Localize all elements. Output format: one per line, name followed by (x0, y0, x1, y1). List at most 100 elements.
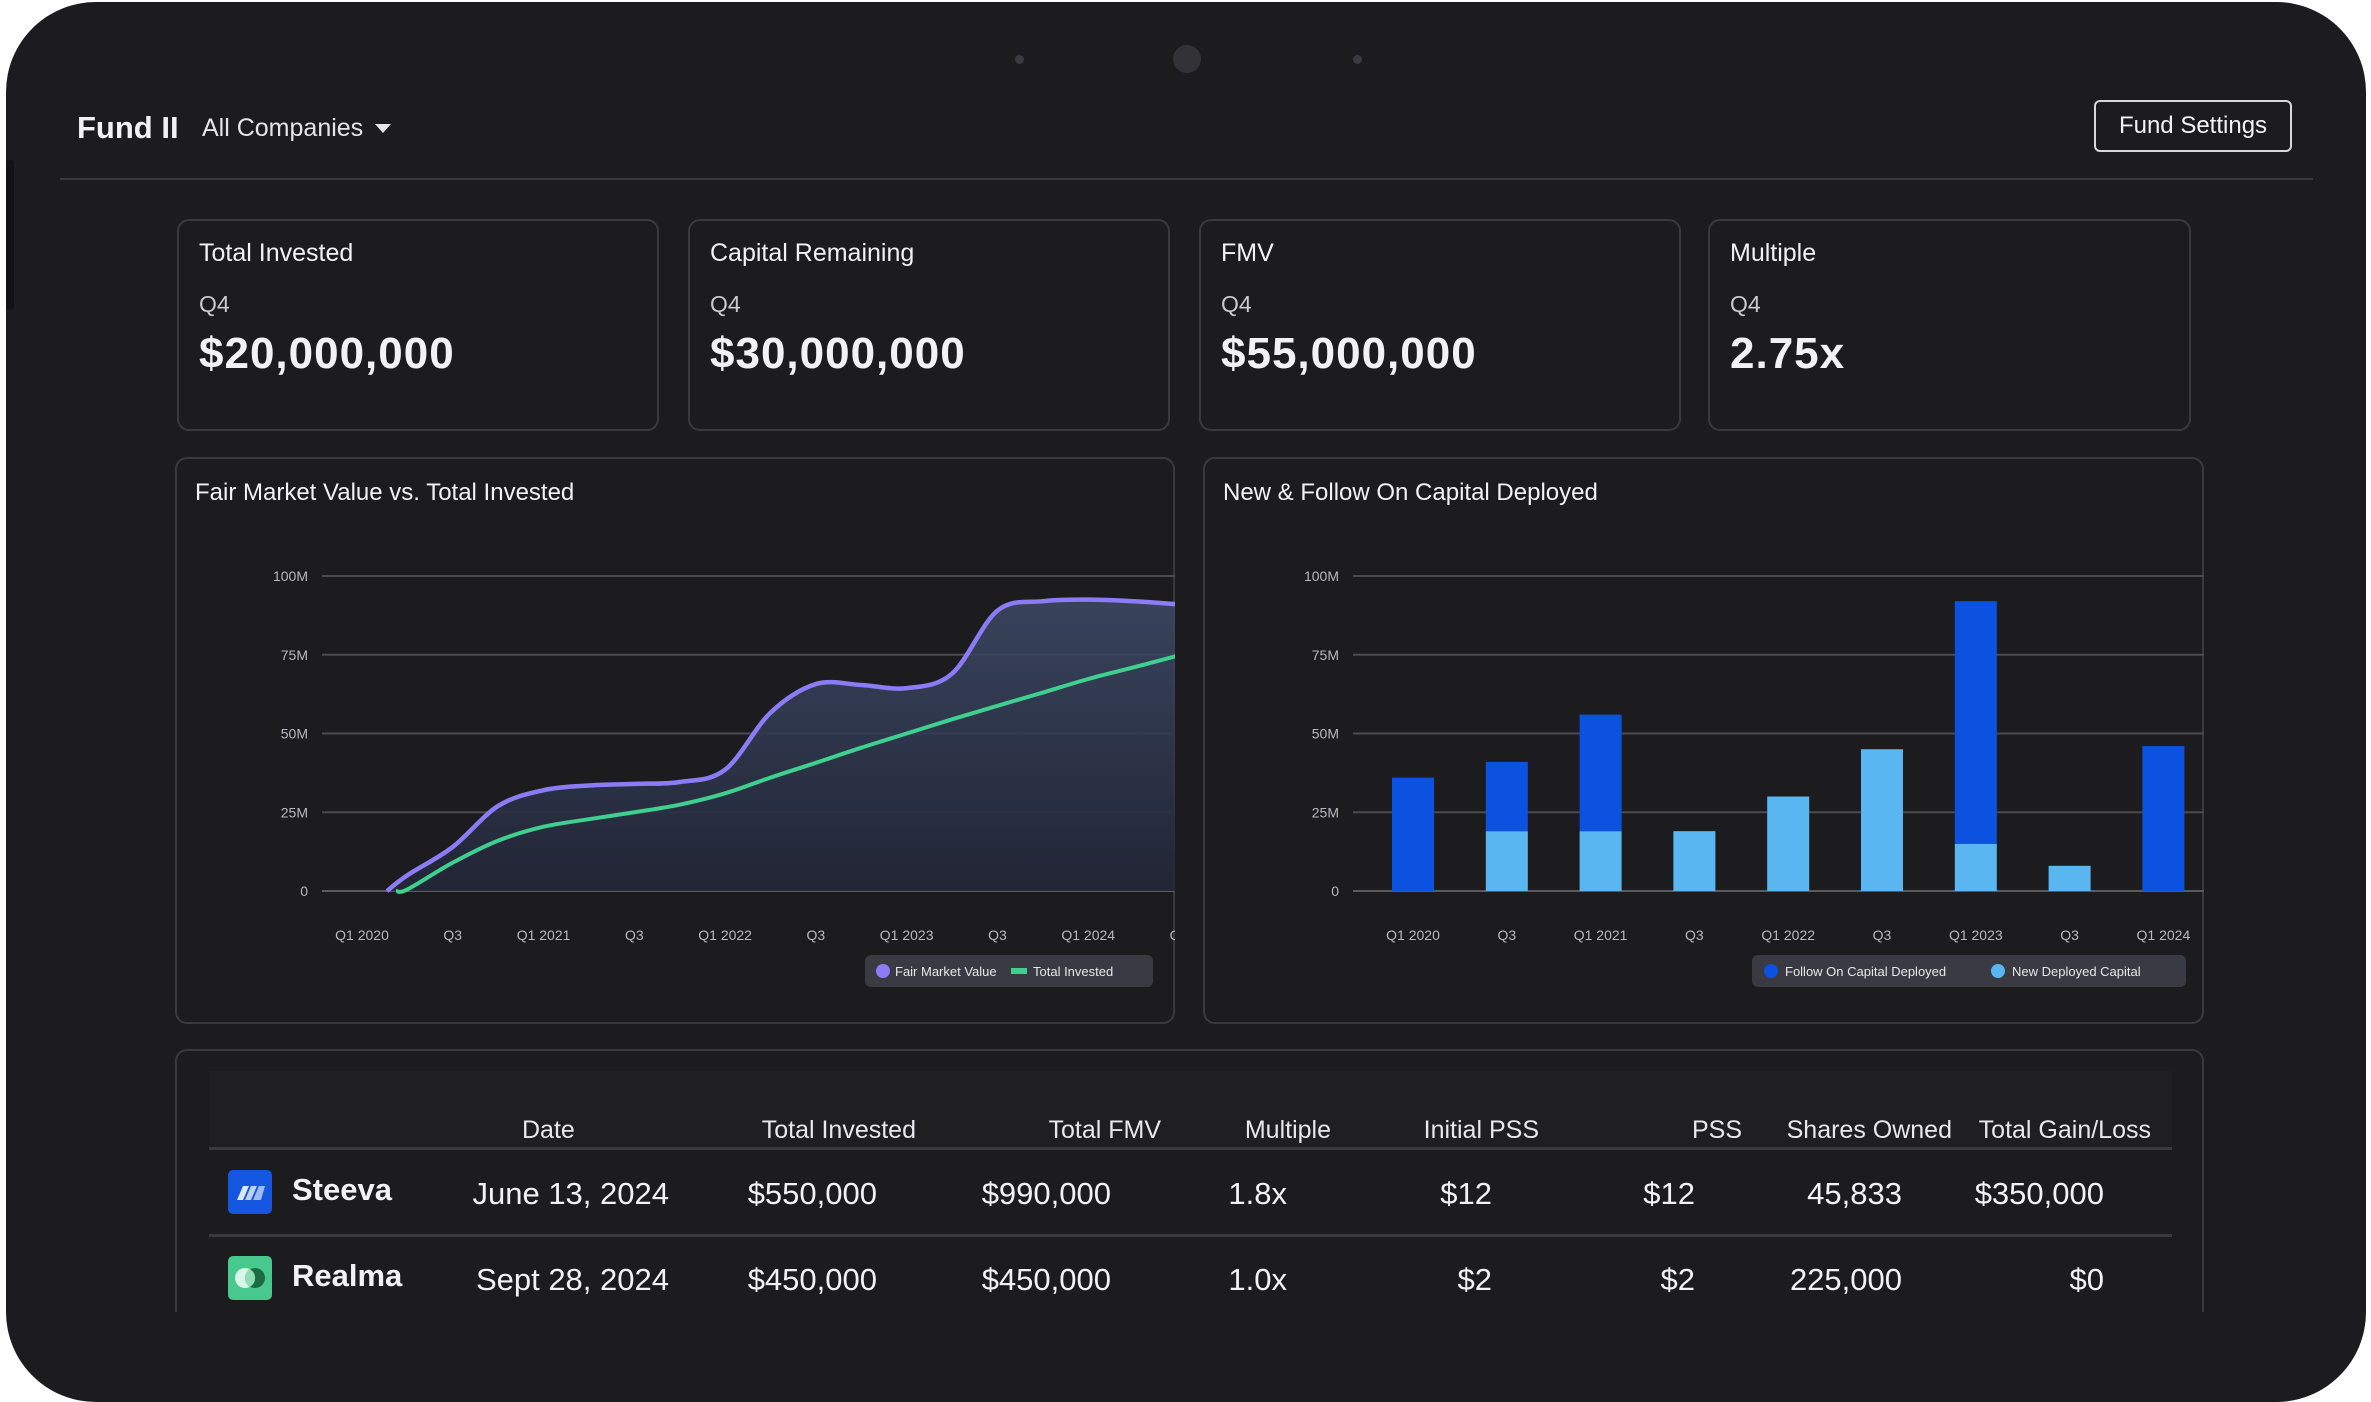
kpi-fmv: FMV Q4 $55,000,000 (1199, 219, 1681, 431)
column-header-total-fmv[interactable]: Total FMV (1048, 1116, 1161, 1144)
kpi-label: FMV (1221, 239, 1274, 267)
kpi-period: Q4 (1730, 291, 1761, 317)
bar-new-deployed-capital (1767, 796, 1810, 891)
x-tick-label: Q1 2020 (1386, 927, 1440, 943)
x-tick-label: Q3 (2060, 927, 2079, 943)
total-invested-line (395, 654, 1175, 894)
y-tick-label: 25M (281, 804, 308, 820)
kpi-label: Multiple (1730, 239, 1817, 267)
x-tick-label: Q1 2024 (1061, 927, 1115, 943)
x-tick-label: Q3 (443, 927, 462, 943)
column-header-shares-owned[interactable]: Shares Owned (1786, 1116, 1952, 1144)
x-tick-label: Q3 (1497, 927, 1516, 943)
y-tick-label: 0 (1331, 883, 1339, 899)
y-tick-label: 100M (1304, 568, 1339, 584)
legend (1752, 955, 2186, 987)
sensor-dot (1015, 55, 1024, 64)
x-tick-label: Q3 (807, 927, 826, 943)
legend-total-invested-swatch (1011, 968, 1027, 974)
legend-label: Follow On Capital Deployed (1785, 964, 1946, 979)
bar-follow-on-capital (1392, 777, 1434, 891)
column-header-initial-pss[interactable]: Initial PSS (1423, 1116, 1539, 1144)
kpi-label: Capital Remaining (710, 239, 915, 267)
bar-follow-on-capital (1954, 601, 1997, 844)
company-filter-dropdown[interactable]: All Companies (202, 114, 392, 143)
table-cell-pss: $2 (1660, 1262, 1695, 1297)
steeva-logo (228, 1170, 272, 1214)
bar-new-deployed-capital (2048, 865, 2091, 891)
sensor-dot (1353, 55, 1362, 64)
x-tick-label: Q3 (988, 927, 1007, 943)
dashboard-screen: Fund II All Companies Fund Settings Tota… (60, 88, 2313, 1312)
x-tick-label: Q3 (1685, 927, 1704, 943)
camera-icon (1173, 45, 1201, 73)
fmv-line-chart: 0 25M 50M 75M 100M Q1 2020 Q3 Q1 2021 Q3 Q1 2022 Q… (273, 568, 1175, 987)
kpi-period: Q4 (1221, 291, 1252, 317)
bar-follow-on-capital (1579, 714, 1622, 832)
column-header-multiple[interactable]: Multiple (1244, 1116, 1331, 1144)
table-row[interactable]: Realma Sept 28, 2024 $450,000 $450,000 1.0x $… (209, 1236, 2172, 1312)
chart-title: New & Follow On Capital Deployed (1223, 479, 1598, 506)
kpi-period: Q4 (199, 291, 230, 317)
bar-new-deployed-capital (1579, 831, 1622, 891)
table-cell-date: Sept 28, 2024 (475, 1262, 669, 1297)
table-cell-total-gain-loss: $0 (2069, 1262, 2104, 1297)
y-tick-label: 50M (281, 726, 308, 742)
x-tick-label: Q1 2024 (2137, 927, 2191, 943)
fmv-chart-card: Fair Market Value vs. Total Invested 0 25… (175, 457, 1175, 1024)
x-tick-label: Q1 2022 (1761, 927, 1815, 943)
x-tick-label: Q1 2022 (698, 927, 752, 943)
table-cell-shares-owned: 225,000 (1789, 1262, 1902, 1297)
x-tick-label: Q1 2021 (517, 927, 571, 943)
bar-follow-on-capital (2142, 746, 2185, 891)
table-header-row: Date Total Invested Total FMV Multiple I… (209, 1071, 2172, 1150)
kpi-multiple: Multiple Q4 2.75x (1708, 219, 2191, 431)
x-tick-label: Q3 (1873, 927, 1892, 943)
portfolio-table-card: Date Total Invested Total FMV Multiple I… (175, 1049, 2204, 1312)
y-tick-label: 100M (273, 568, 308, 584)
column-header-date[interactable]: Date (522, 1116, 575, 1144)
x-tick-label: Q1 2023 (880, 927, 934, 943)
column-header-pss[interactable]: PSS (1691, 1116, 1742, 1144)
legend-fmv-swatch (876, 964, 890, 978)
y-tick-label: 75M (281, 647, 308, 663)
table-cell-date: June 13, 2024 (472, 1176, 669, 1211)
company-name[interactable]: Steeva (292, 1172, 392, 1207)
table-cell-total-invested: $450,000 (747, 1262, 877, 1297)
bar-new-deployed-capital (1954, 843, 1997, 891)
company-filter-label: All Companies (202, 114, 364, 142)
fund-settings-button[interactable]: Fund Settings (2094, 100, 2292, 152)
y-tick-label: 50M (1312, 726, 1339, 742)
bar-new-deployed-capital (1861, 749, 1903, 891)
bar-new-deployed-capital (1485, 831, 1528, 891)
legend-label: Total Invested (1033, 964, 1113, 979)
table-cell-pss: $12 (1643, 1176, 1695, 1211)
side-button (6, 160, 14, 310)
legend-label: New Deployed Capital (2012, 964, 2141, 979)
kpi-capital-remaining: Capital Remaining Q4 $30,000,000 (688, 219, 1170, 431)
kpi-value: 2.75x (1730, 329, 1846, 378)
x-tick-label: Q1 2021 (1574, 927, 1628, 943)
x-tick-label: Q3 (625, 927, 644, 943)
kpi-total-invested: Total Invested Q4 $20,000,000 (177, 219, 659, 431)
kpi-value: $55,000,000 (1221, 329, 1477, 378)
table-cell-total-gain-loss: $350,000 (1974, 1176, 2104, 1211)
column-header-total-invested[interactable]: Total Invested (761, 1116, 916, 1144)
realma-logo (228, 1256, 272, 1300)
header-divider (60, 178, 2313, 180)
x-tick-label: Q1 2023 (1949, 927, 2003, 943)
chart-title: Fair Market Value vs. Total Invested (195, 479, 575, 506)
fund-title: Fund II (77, 110, 179, 145)
table-row[interactable]: Steeva June 13, 2024 $550,000 $990,000 1.8x $… (209, 1150, 2172, 1237)
y-tick-label: 25M (1312, 804, 1339, 820)
y-tick-label: 0 (300, 883, 308, 899)
table-cell-multiple: 1.8x (1228, 1176, 1287, 1211)
kpi-value: $20,000,000 (199, 329, 455, 378)
kpi-period: Q4 (710, 291, 741, 317)
table-cell-shares-owned: 45,833 (1807, 1176, 1902, 1211)
company-name[interactable]: Realma (292, 1258, 403, 1293)
column-header-total-gain-loss[interactable]: Total Gain/Loss (1978, 1116, 2151, 1144)
caret-down-icon (375, 124, 392, 133)
capital-bar-chart: 0 25M 50M 75M 100M Q1 2020 Q3 Q1 2021 Q3 Q1 2022 Q… (1304, 568, 2204, 987)
legend (865, 955, 1153, 987)
